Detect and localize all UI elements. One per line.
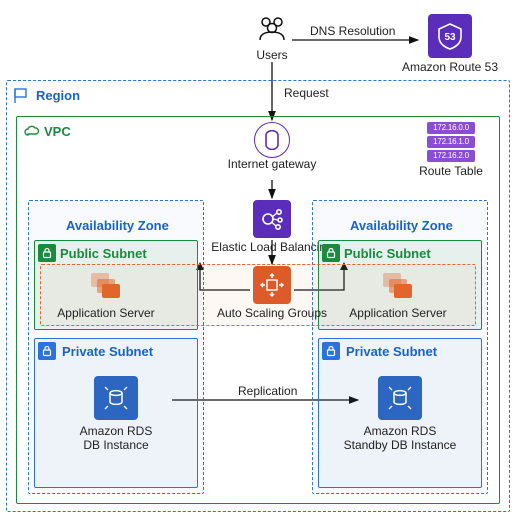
elb-icon xyxy=(253,200,291,238)
route53-icon: 53 xyxy=(428,14,472,58)
app-server-left-icon xyxy=(88,270,122,300)
app-server-left-label: Application Server xyxy=(41,306,171,320)
users-label: Users xyxy=(212,48,332,62)
users-icon xyxy=(254,10,290,46)
region-flag-icon xyxy=(12,86,32,106)
lock-icon xyxy=(38,244,56,262)
igw-label: Internet gateway xyxy=(212,158,332,171)
public-subnet-left-title: Public Subnet xyxy=(60,246,147,261)
vpc-cloud-icon xyxy=(22,122,42,142)
internet-gateway-icon xyxy=(254,122,290,158)
rds-primary-l1: Amazon RDS xyxy=(80,424,153,438)
rds-primary-icon xyxy=(94,376,138,420)
route-table-chip: 172.16.0.0 xyxy=(427,122,475,134)
az-right-title: Availability Zone xyxy=(350,218,453,233)
route-table-chip: 172.16.1.0 xyxy=(427,136,475,148)
region-title: Region xyxy=(36,88,80,103)
app-server-right-label: Application Server xyxy=(333,306,463,320)
lock-icon xyxy=(38,342,56,360)
vpc-title: VPC xyxy=(44,124,71,139)
rds-primary-l2: DB Instance xyxy=(83,438,148,452)
route-table-chip: 172.16.2.0 xyxy=(427,150,475,162)
az-left-title: Availability Zone xyxy=(66,218,169,233)
igw-label-text: Internet gateway xyxy=(228,157,317,171)
private-subnet-left-title: Private Subnet xyxy=(62,344,153,359)
private-subnet-right-title: Private Subnet xyxy=(346,344,437,359)
route53-label: Amazon Route 53 xyxy=(390,60,510,74)
diagram-canvas: Users DNS Resolution 53 Amazon Route 53 … xyxy=(0,0,516,518)
rds-standby-label: Amazon RDS Standby DB Instance xyxy=(325,424,475,452)
public-subnet-right-title: Public Subnet xyxy=(344,246,431,261)
rds-standby-l2: Standby DB Instance xyxy=(344,438,457,452)
dns-label: DNS Resolution xyxy=(310,24,395,38)
lock-icon xyxy=(322,244,340,262)
asg-icon xyxy=(253,266,291,304)
rds-primary-label: Amazon RDS DB Instance xyxy=(56,424,176,452)
svg-text:53: 53 xyxy=(444,32,456,43)
request-label: Request xyxy=(284,86,329,100)
lock-icon xyxy=(322,342,340,360)
replication-label: Replication xyxy=(238,384,297,398)
route-table-label: Route Table xyxy=(391,164,511,178)
asg-label: Auto Scaling Groups xyxy=(202,306,342,320)
rds-standby-l1: Amazon RDS xyxy=(364,424,437,438)
rds-standby-icon xyxy=(378,376,422,420)
app-server-right-icon xyxy=(380,270,414,300)
